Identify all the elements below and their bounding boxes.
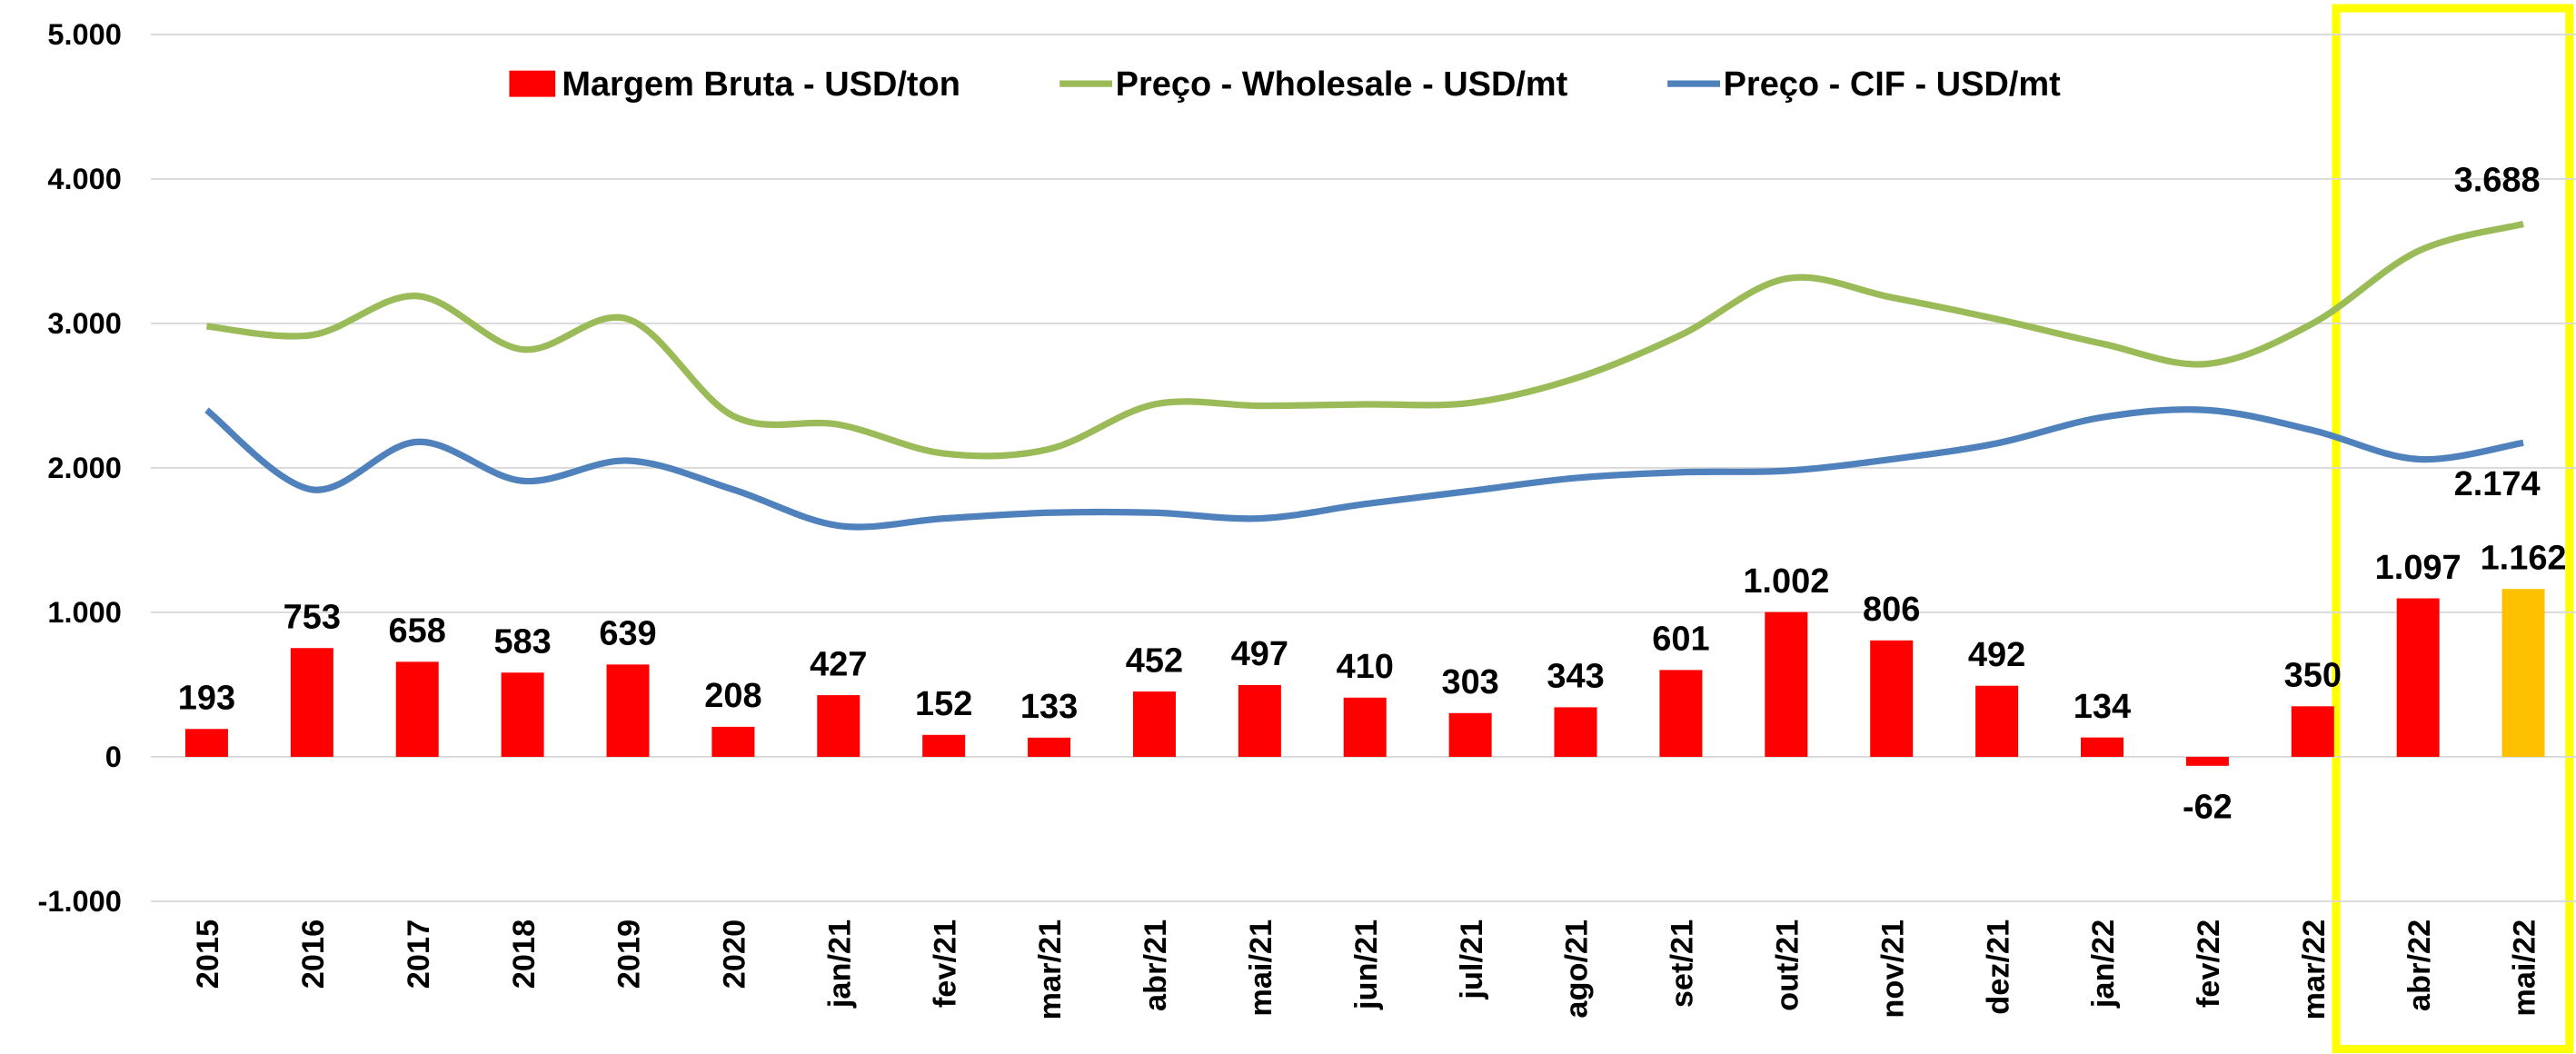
data-label: 208 xyxy=(704,677,761,715)
x-tick-label: 2017 xyxy=(402,920,436,989)
legend-swatch xyxy=(509,70,556,97)
highlight-box xyxy=(2332,4,2574,1054)
bar xyxy=(290,648,333,757)
x-tick-label: 2020 xyxy=(718,920,752,989)
data-label: -62 xyxy=(2183,789,2233,827)
bar xyxy=(1343,697,1387,757)
x-tick-label: abr/21 xyxy=(1139,920,1173,1011)
x-tick-label: 2019 xyxy=(612,920,647,989)
data-label: 452 xyxy=(1126,641,1183,680)
bar xyxy=(1238,684,1281,757)
x-tick-label: set/21 xyxy=(1666,920,1700,1008)
data-label: 3.688 xyxy=(2454,161,2541,199)
data-label: 410 xyxy=(1337,648,1394,686)
bar xyxy=(2080,737,2123,757)
x-tick-label: mar/22 xyxy=(2297,920,2332,1020)
bar xyxy=(1028,737,1071,757)
bar xyxy=(1132,691,1176,757)
x-tick-label: dez/21 xyxy=(1981,920,2015,1015)
bar xyxy=(1765,612,1808,757)
x-tick-label: mar/21 xyxy=(1033,920,1068,1020)
data-label: 2.174 xyxy=(2454,465,2541,503)
x-tick-label: mai/22 xyxy=(2508,920,2542,1017)
legend-label: Margem Bruta - USD/ton xyxy=(562,65,960,104)
x-tick-label: ago/21 xyxy=(1560,920,1595,1019)
x-tick-label: mai/21 xyxy=(1244,920,1278,1017)
bar xyxy=(2291,706,2334,757)
data-label: 583 xyxy=(493,623,551,661)
y-tick-label: 3.000 xyxy=(47,307,121,340)
bar xyxy=(1448,712,1492,757)
legend-label: Preço - CIF - USD/mt xyxy=(1724,65,2061,104)
bar xyxy=(2501,589,2545,757)
data-label: 492 xyxy=(1968,636,2025,674)
y-tick-label: 2.000 xyxy=(47,452,121,484)
data-label: 1.162 xyxy=(2481,540,2567,578)
x-tick-label: nov/21 xyxy=(1875,920,1910,1019)
bar xyxy=(1554,707,1597,757)
data-label: 427 xyxy=(810,645,867,683)
bar xyxy=(395,661,439,757)
data-label: 753 xyxy=(283,599,341,637)
legend-label: Preço - Wholesale - USD/mt xyxy=(1116,65,1568,104)
y-tick-label: 5.000 xyxy=(47,18,121,51)
line xyxy=(204,406,2524,531)
data-label: 152 xyxy=(915,685,972,723)
data-label: 350 xyxy=(2284,657,2342,695)
data-label: 193 xyxy=(178,680,235,718)
bar xyxy=(1659,670,1703,757)
x-tick-label: jul/21 xyxy=(1455,920,1489,1000)
data-label: 601 xyxy=(1652,621,1709,659)
bar xyxy=(922,734,966,757)
bar xyxy=(2396,598,2440,757)
data-label: 1.002 xyxy=(1743,562,1829,601)
bar xyxy=(184,729,228,757)
data-label: 639 xyxy=(599,615,656,653)
data-label: 658 xyxy=(389,612,446,651)
data-label: 343 xyxy=(1547,658,1604,696)
y-tick-label: 1.000 xyxy=(47,596,121,629)
data-label: 806 xyxy=(1863,591,1920,629)
bar xyxy=(501,672,544,757)
bar xyxy=(2185,756,2229,766)
x-tick-label: 2016 xyxy=(296,920,331,989)
data-label: 303 xyxy=(1441,663,1498,701)
x-tick-label: out/21 xyxy=(1770,920,1805,1011)
bar xyxy=(817,695,860,757)
bar xyxy=(1870,640,1914,757)
bar xyxy=(606,664,650,757)
y-tick-label: -1.000 xyxy=(38,885,122,918)
x-tick-label: fev/21 xyxy=(928,920,962,1008)
line xyxy=(206,221,2524,460)
y-tick-label: 0 xyxy=(105,741,122,773)
x-tick-label: jun/21 xyxy=(1349,920,1384,1010)
x-tick-label: jan/21 xyxy=(822,920,857,1009)
data-label: 1.097 xyxy=(2375,549,2462,587)
data-label: 134 xyxy=(2074,688,2131,726)
data-label: 497 xyxy=(1231,635,1288,673)
x-tick-label: abr/22 xyxy=(2402,920,2437,1011)
bar xyxy=(1975,685,2019,757)
y-tick-label: 4.000 xyxy=(47,163,121,195)
x-tick-label: fev/22 xyxy=(2192,920,2226,1008)
x-tick-label: 2015 xyxy=(191,920,225,989)
bar xyxy=(711,726,755,757)
x-tick-label: jan/22 xyxy=(2086,920,2121,1009)
x-tick-label: 2018 xyxy=(507,920,542,989)
data-label: 133 xyxy=(1020,688,1078,726)
